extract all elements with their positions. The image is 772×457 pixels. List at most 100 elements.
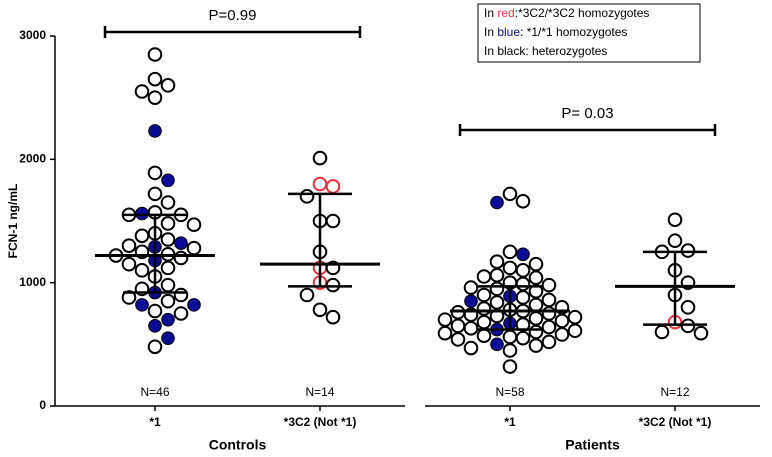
data-point: [515, 276, 531, 292]
data-point: [502, 186, 518, 202]
data-point: [161, 312, 175, 327]
data-point: [502, 329, 518, 345]
data-point: [161, 173, 175, 188]
data-point: [147, 339, 163, 355]
data-point: [437, 312, 453, 327]
data-point: [516, 247, 530, 262]
data-point: [312, 302, 328, 318]
data-point: [515, 330, 531, 346]
x-tick-label: *3C2 (Not *1): [284, 415, 357, 429]
y-tick-label: 1000: [19, 275, 46, 289]
data-point: [463, 321, 479, 336]
n-label: N=12: [660, 385, 689, 399]
data-point: [160, 195, 176, 210]
data-point: [134, 263, 150, 278]
y-tick-label: 2000: [19, 152, 46, 166]
data-point: [325, 309, 341, 325]
data-point: [160, 260, 176, 276]
comparison-bracket: [103, 26, 362, 38]
data-point: [528, 270, 544, 286]
legend-entry: In red:*3C2/*3C2 homozygotes: [484, 6, 649, 20]
data-point: [528, 338, 544, 353]
data-point: [476, 314, 492, 330]
data-point: [174, 236, 188, 250]
data-point: [160, 78, 176, 93]
data-point: [463, 340, 479, 356]
x-tick-label: *1: [504, 415, 516, 429]
x-tick-label: *1: [149, 415, 161, 429]
data-point: [450, 332, 466, 347]
data-point: [541, 277, 557, 293]
legend-prefix: In: [484, 44, 497, 58]
data-point: [148, 124, 162, 138]
data-point: [299, 189, 315, 204]
y-axis-label: FCN-1 ng/mL: [6, 184, 20, 259]
data-point: [528, 256, 544, 272]
data-point: [515, 290, 531, 305]
data-point: [693, 325, 709, 341]
data-point: [160, 293, 176, 309]
data-point: [476, 287, 492, 303]
data-point: [147, 71, 163, 87]
legend-entry: In blue: *1/*1 homozygotes: [484, 25, 627, 39]
data-point: [476, 301, 492, 316]
data-point: [680, 300, 696, 315]
data-point: [134, 84, 150, 99]
data-point: [554, 327, 570, 342]
data-point: [489, 267, 505, 283]
data-point: [147, 186, 163, 202]
data-point: [463, 280, 479, 295]
data-point: [160, 232, 176, 247]
y-tick-label: 0: [39, 398, 46, 412]
data-point: [476, 269, 492, 284]
data-point: [667, 212, 683, 228]
data-point: [541, 292, 557, 308]
data-point: [502, 359, 518, 374]
data-point: [489, 295, 505, 310]
data-point: [121, 256, 137, 272]
data-point: [567, 323, 583, 339]
data-point: [489, 254, 505, 270]
data-point: [121, 238, 137, 253]
panel-label: Controls: [209, 437, 267, 453]
legend-color-word: red: [497, 6, 514, 20]
data-point: [450, 318, 466, 334]
data-point: [554, 313, 570, 329]
legend-suffix: : heterozygotes: [525, 44, 607, 58]
data-point: [186, 240, 202, 256]
data-point: [160, 216, 176, 231]
data-point: [528, 324, 544, 340]
data-point: [502, 260, 518, 276]
data-point: [528, 297, 544, 313]
comparison-label: P= 0.03: [561, 105, 613, 122]
data-point: [173, 287, 189, 303]
legend-suffix: : *1/*1 homozygotes: [520, 25, 627, 39]
data-point: [173, 250, 189, 266]
data-point: [147, 165, 163, 181]
data-point: [147, 303, 163, 319]
data-point: [325, 179, 341, 194]
panel-label: Patients: [565, 437, 620, 453]
data-point: [147, 47, 163, 62]
data-point: [148, 319, 162, 333]
legend-entry: In black: heterozygotes: [484, 44, 607, 58]
data-point: [173, 306, 189, 321]
data-point: [515, 263, 531, 278]
data-point: [135, 298, 149, 312]
data-point: [299, 287, 315, 303]
data-point: [464, 294, 478, 308]
x-tick-label: *3C2 (Not *1): [639, 415, 712, 429]
legend-color-word: blue: [497, 25, 520, 39]
data-point: [312, 176, 328, 192]
data-point: [161, 331, 175, 345]
data-point: [515, 193, 531, 209]
data-point: [490, 337, 504, 352]
legend-color-word: black: [497, 44, 526, 58]
data-point: [567, 309, 583, 325]
data-point: [187, 298, 201, 312]
data-point: [134, 228, 150, 244]
data-point: [541, 319, 557, 335]
data-point: [502, 343, 518, 358]
comparison-label: P=0.99: [209, 7, 257, 24]
data-point: [654, 324, 670, 340]
